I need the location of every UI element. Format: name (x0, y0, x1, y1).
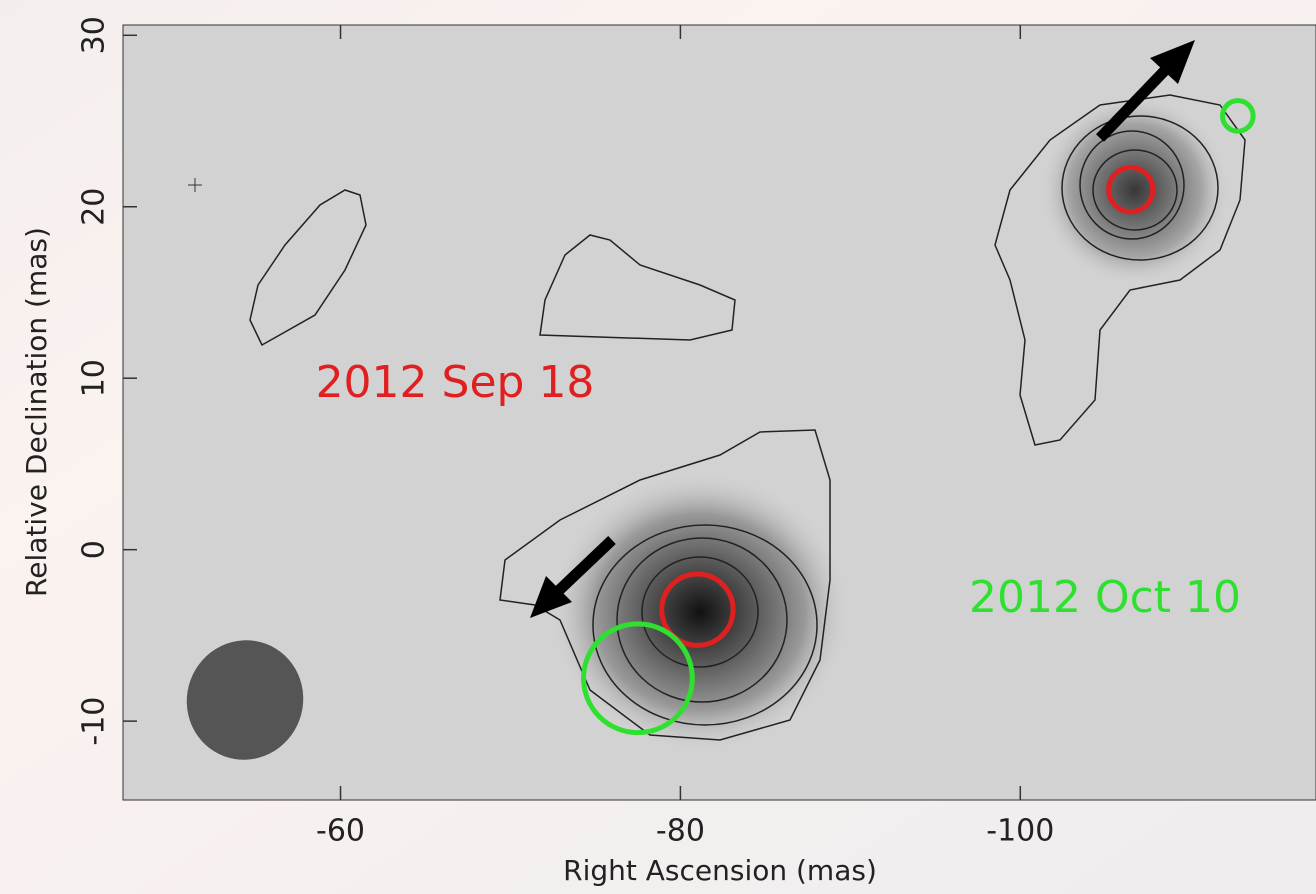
epoch-label: 2012 Oct 10 (969, 572, 1241, 623)
contour (994, 94, 1246, 446)
component (581, 621, 695, 736)
y-tick-label: 0 (77, 540, 112, 559)
contour (249, 189, 367, 347)
x-tick-label: -80 (656, 814, 705, 849)
y-axis-label: Relative Declination (mas) (20, 227, 53, 597)
y-tick-label: 30 (77, 16, 112, 54)
cross (188, 178, 202, 192)
contour (1079, 130, 1185, 240)
x-tick-label: -60 (316, 814, 365, 849)
contour (592, 524, 818, 726)
contour (539, 234, 736, 341)
contour (641, 556, 759, 668)
epoch-label: 2012 Sep 18 (316, 357, 595, 408)
contour (1092, 149, 1178, 231)
component (1220, 98, 1256, 134)
y-tick-label: -10 (77, 697, 112, 746)
beam (186, 640, 304, 760)
motion-arrows (530, 40, 1195, 618)
x-tick-label: -100 (986, 814, 1054, 849)
x-axis-label: Right Ascension (mas) (563, 854, 877, 887)
emission (1040, 95, 1230, 285)
component (1106, 165, 1156, 215)
contour (616, 537, 788, 703)
y-tick-label: 20 (77, 188, 112, 226)
contour (1061, 115, 1219, 261)
component (659, 571, 736, 648)
contour (499, 429, 831, 741)
y-tick-label: 10 (77, 359, 112, 397)
emission (550, 472, 850, 752)
